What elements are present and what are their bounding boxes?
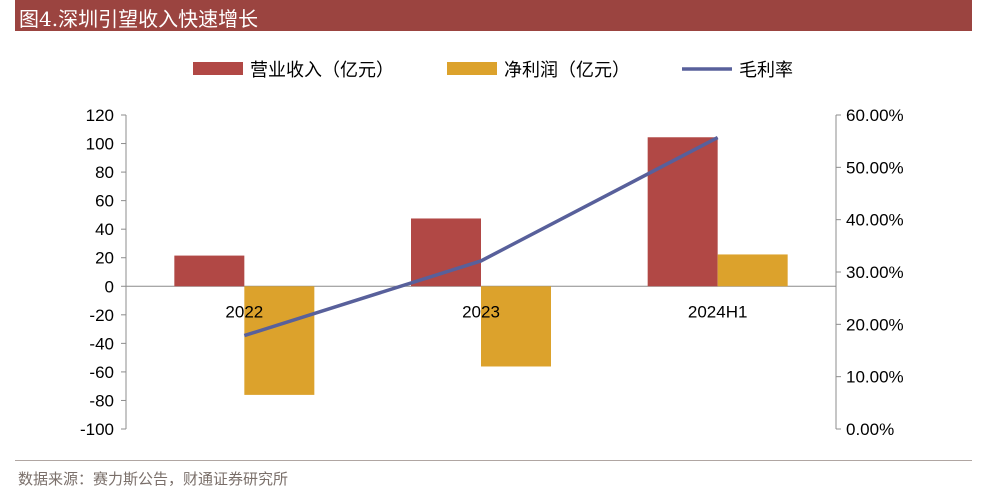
left-axis-tick-label: -60 [89,363,114,382]
revenue-bar [174,255,245,287]
revenue-bar [411,218,481,287]
left-axis-tick-label: 60 [95,192,114,211]
left-axis-tick-label: -40 [89,334,114,353]
left-axis-tick-label: 80 [95,163,114,182]
legend-profit-label: 净利润（亿元） [504,60,630,81]
left-axis-tick-label: -20 [89,306,114,325]
left-axis-tick-label: -100 [80,420,114,439]
legend-profit-swatch [447,62,497,75]
right-axis-tick-label: 50.00% [846,158,904,177]
legend-margin-label: 毛利率 [739,60,793,81]
net-profit-bar [717,254,788,287]
source-note: 数据来源：赛力斯公告，财通证券研究所 [18,470,289,488]
legend-revenue-swatch [193,62,243,75]
chart-title: 图4.深圳引望收入快速增长 [19,7,259,31]
left-axis-tick-label: 40 [95,220,114,239]
category-label: 2022 [225,302,263,321]
net-profit-bar [481,286,551,367]
right-axis-tick-label: 40.00% [846,211,904,230]
left-axis-tick-label: 20 [95,249,114,268]
right-axis-tick-label: 0.00% [846,420,894,439]
right-axis-tick-label: 60.00% [846,106,904,125]
right-axis-tick-label: 20.00% [846,315,904,334]
left-axis-tick-label: 120 [86,106,114,125]
revenue-bar [647,137,718,287]
category-label: 2023 [462,302,500,321]
right-axis-tick-label: 10.00% [846,368,904,387]
left-axis-tick-label: -80 [89,391,114,410]
right-axis-tick-label: 30.00% [846,263,904,282]
category-label: 2024H1 [688,302,748,321]
gross-margin-line [243,136,719,338]
left-axis-tick-label: 0 [105,277,114,296]
net-profit-bar [244,286,315,395]
legend-revenue-label: 营业收入（亿元） [250,60,394,81]
left-axis-tick-label: 100 [86,135,114,154]
title-bar: 图4.深圳引望收入快速增长 [15,0,972,31]
source-divider [15,460,972,461]
